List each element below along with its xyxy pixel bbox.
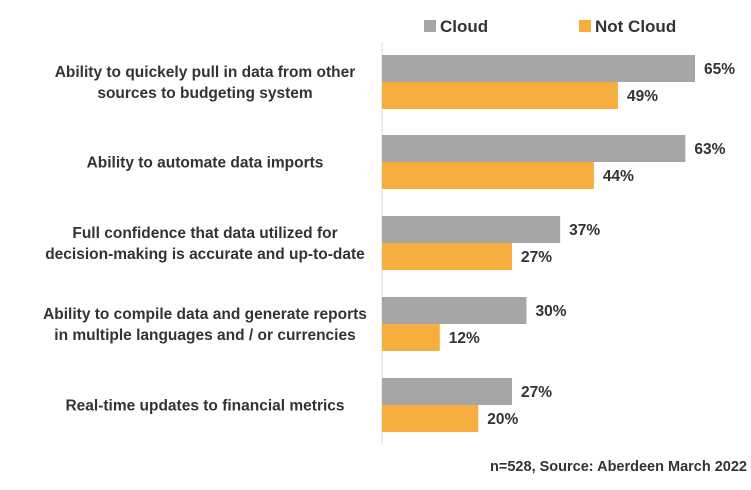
- bar-not-cloud: [382, 82, 618, 109]
- bar-cloud: [382, 55, 695, 82]
- category-label: Ability to compile data and generate rep…: [43, 306, 367, 323]
- data-label: 30%: [535, 303, 566, 320]
- category-label: sources to budgeting system: [97, 85, 312, 102]
- bar-not-cloud: [382, 405, 479, 432]
- category-label: decision-making is accurate and up-to-da…: [45, 246, 365, 263]
- legend-label-cloud: Cloud: [440, 17, 488, 36]
- category-label: Ability to quickely pull in data from ot…: [55, 64, 356, 81]
- category-label: in multiple languages and / or currencie…: [54, 327, 355, 344]
- bar-cloud: [382, 378, 513, 405]
- bar-not-cloud: [382, 324, 440, 351]
- bars: 65%49%63%44%37%27%30%12%27%20%: [382, 55, 735, 432]
- source-note: n=528, Source: Aberdeen March 2022: [490, 459, 747, 475]
- category-label: Real-time updates to financial metrics: [65, 398, 344, 415]
- category-labels: Ability to quickely pull in data from ot…: [43, 64, 367, 415]
- data-label: 12%: [449, 330, 480, 347]
- data-label: 65%: [704, 61, 735, 78]
- data-label: 27%: [521, 249, 552, 266]
- category-label: Full confidence that data utilized for: [72, 225, 337, 242]
- category-label: Ability to automate data imports: [87, 155, 324, 172]
- data-label: 44%: [603, 168, 634, 185]
- bar-cloud: [382, 135, 686, 162]
- data-label: 37%: [569, 222, 600, 239]
- bar-not-cloud: [382, 162, 594, 189]
- legend-swatch-not-cloud: [579, 20, 591, 32]
- legend-swatch-cloud: [424, 20, 436, 32]
- bar-cloud: [382, 297, 527, 324]
- data-label: 49%: [627, 88, 658, 105]
- data-label: 20%: [487, 411, 518, 428]
- legend: Cloud Not Cloud: [424, 17, 676, 36]
- legend-label-not-cloud: Not Cloud: [595, 17, 676, 36]
- data-label: 27%: [521, 384, 552, 401]
- bar-cloud: [382, 216, 561, 243]
- data-label: 63%: [694, 141, 725, 158]
- bar-not-cloud: [382, 243, 513, 270]
